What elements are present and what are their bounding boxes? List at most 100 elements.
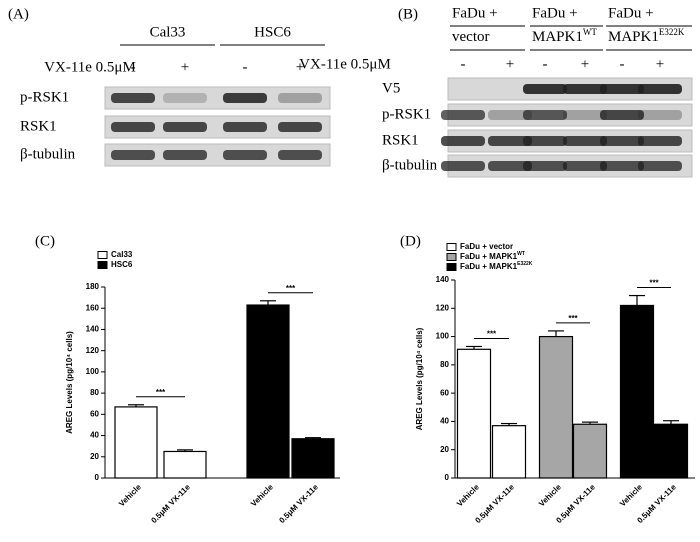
band <box>600 84 644 94</box>
panel-label: (C) <box>35 233 55 249</box>
legend-swatch <box>97 251 108 259</box>
band <box>441 110 485 120</box>
blot-strip <box>104 115 331 139</box>
group-label-main: MAPK1 <box>532 29 583 45</box>
bar <box>291 438 335 479</box>
y-tick-label: 160 <box>86 303 100 312</box>
y-tick-label: 100 <box>86 367 100 376</box>
group-label: HSC6 <box>254 24 291 40</box>
condition-label: + <box>181 59 189 75</box>
bar <box>114 406 158 479</box>
band <box>600 136 644 146</box>
significance-label: *** <box>487 330 497 339</box>
band <box>223 122 267 132</box>
condition-label: + <box>506 56 514 72</box>
condition-label: - <box>543 56 548 72</box>
condition-label: - <box>243 59 248 75</box>
y-tick-label: 140 <box>436 275 450 284</box>
band <box>600 161 644 171</box>
blot-strip <box>104 86 331 110</box>
band <box>488 136 532 146</box>
panel-label: (B) <box>398 6 418 22</box>
band <box>638 136 682 146</box>
band <box>278 122 322 132</box>
legend-label-main: HSC6 <box>111 260 133 269</box>
group-label-sup: E322K <box>659 27 685 37</box>
band <box>563 84 607 94</box>
band <box>523 161 567 171</box>
band <box>563 136 607 146</box>
condition-label: + <box>296 59 304 75</box>
group-label-main: MAPK1 <box>608 29 659 45</box>
legend-swatch <box>446 253 457 261</box>
y-tick-label: 80 <box>440 360 449 369</box>
y-tick-label: 40 <box>440 417 449 426</box>
bar <box>538 335 574 479</box>
x-tick-label: Vehicle <box>249 482 275 508</box>
y-tick-label: 0 <box>95 473 100 482</box>
band <box>223 150 267 160</box>
band <box>111 93 155 103</box>
condition-label: + <box>656 56 664 72</box>
significance-label: *** <box>286 284 296 293</box>
error-bar <box>260 300 276 306</box>
legend-label-sup: WT <box>517 251 525 257</box>
y-tick-label: 120 <box>86 346 100 355</box>
error-bar <box>128 404 144 407</box>
x-tick-label: 0.5μM VX-11e <box>277 482 320 525</box>
error-bar <box>582 421 598 425</box>
error-bar <box>177 449 193 452</box>
group-label: MAPK1E322K <box>608 27 685 45</box>
significance-label: *** <box>568 314 578 323</box>
error-bar <box>501 422 517 426</box>
band <box>111 150 155 160</box>
condition-label: - <box>620 56 625 72</box>
bar <box>653 423 689 479</box>
row-label: p-RSK1 <box>382 106 431 122</box>
band <box>488 110 532 120</box>
band <box>523 84 567 94</box>
row-label: V5 <box>382 80 400 96</box>
bar <box>163 450 207 479</box>
error-bar <box>629 294 645 306</box>
x-tick-label: Vehicle <box>618 482 644 508</box>
y-tick-label: 0 <box>445 473 450 482</box>
band <box>441 136 485 146</box>
legend-label-main: FaDu + vector <box>460 242 513 251</box>
band <box>163 150 207 160</box>
legend-label: HSC6 <box>111 260 133 269</box>
group-label: FaDu + <box>452 5 498 21</box>
row-label: β-tubulin <box>382 157 438 173</box>
condition-label: + <box>581 56 589 72</box>
condition-label: - <box>461 56 466 72</box>
band <box>488 161 532 171</box>
band <box>638 161 682 171</box>
band <box>523 136 567 146</box>
legend-swatch <box>446 263 457 271</box>
y-axis-label: AREG Levels (pg/10⁴ cells) <box>65 331 74 434</box>
legend-swatch <box>97 261 108 269</box>
bar <box>246 304 290 479</box>
error-bar <box>663 420 679 425</box>
band <box>600 110 644 120</box>
row-label: β-tubulin <box>20 146 76 162</box>
band <box>523 110 567 120</box>
x-tick-label: Vehicle <box>537 482 563 508</box>
band <box>111 122 155 132</box>
condition-label: - <box>131 59 136 75</box>
legend-label: FaDu + vector <box>460 242 513 251</box>
row-label: RSK1 <box>20 118 57 134</box>
blot-strip <box>104 143 331 167</box>
y-tick-label: 20 <box>90 452 99 461</box>
treatment-label: VX-11e 0.5μM <box>299 56 391 72</box>
band <box>563 161 607 171</box>
band <box>441 161 485 171</box>
band <box>278 150 322 160</box>
x-tick-label: 0.5μM VX-11e <box>149 482 192 525</box>
y-tick-label: 60 <box>90 409 99 418</box>
group-label-main: vector <box>452 29 489 45</box>
x-tick-label: Vehicle <box>455 482 481 508</box>
bar <box>619 304 655 479</box>
y-tick-label: 180 <box>86 282 100 291</box>
